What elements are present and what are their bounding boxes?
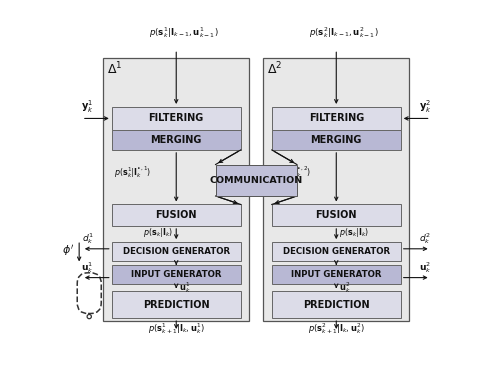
FancyBboxPatch shape [112,130,241,150]
FancyBboxPatch shape [272,130,401,150]
Text: $\mathbf{u}^2_k$: $\mathbf{u}^2_k$ [339,280,350,295]
FancyBboxPatch shape [112,242,241,261]
FancyBboxPatch shape [272,265,401,284]
FancyBboxPatch shape [112,107,241,130]
Text: PREDICTION: PREDICTION [303,300,370,310]
Text: $\Delta^2$: $\Delta^2$ [267,61,282,77]
Text: DECISION GENERATOR: DECISION GENERATOR [282,247,390,256]
Text: MERGING: MERGING [310,135,362,145]
FancyBboxPatch shape [103,58,250,321]
Text: $p(\mathbf{s}^1_k|\mathbf{I}^{\bullet,1}_k)$: $p(\mathbf{s}^1_k|\mathbf{I}^{\bullet,1}… [114,165,151,180]
FancyBboxPatch shape [112,291,241,318]
FancyBboxPatch shape [272,107,401,130]
Text: $p(\mathbf{s}^1_k|\mathbf{I}_{k-1}, \mathbf{u}^1_{k-1})$: $p(\mathbf{s}^1_k|\mathbf{I}_{k-1}, \mat… [149,26,219,41]
Text: FUSION: FUSION [156,210,197,220]
Text: $p(\mathbf{s}^2_k|\mathbf{I}_{k-1}, \mathbf{u}^2_{k-1})$: $p(\mathbf{s}^2_k|\mathbf{I}_{k-1}, \mat… [309,26,379,41]
Text: $p(\mathbf{s}^2_{k+1}|\mathbf{I}_k, \mathbf{u}^2_k)$: $p(\mathbf{s}^2_{k+1}|\mathbf{I}_k, \mat… [308,321,364,336]
Text: MERGING: MERGING [150,135,202,145]
Text: $\mathbf{y}^1_k$: $\mathbf{y}^1_k$ [80,99,93,115]
Text: $\mathbf{u}^1_k$: $\mathbf{u}^1_k$ [179,280,190,295]
Text: FUSION: FUSION [316,210,357,220]
Text: $\Delta^1$: $\Delta^1$ [107,61,122,77]
Text: $d^2_k$: $d^2_k$ [419,231,430,246]
FancyBboxPatch shape [272,242,401,261]
Text: INPUT GENERATOR: INPUT GENERATOR [291,270,382,279]
Text: $\phi'$: $\phi'$ [62,243,74,258]
FancyBboxPatch shape [216,164,297,196]
Text: $\mathbf{u}^2_k$: $\mathbf{u}^2_k$ [418,260,431,275]
Text: $p(\mathbf{s}^1_{k+1}|\mathbf{I}_k, \mathbf{u}^1_k)$: $p(\mathbf{s}^1_{k+1}|\mathbf{I}_k, \mat… [148,321,204,336]
Text: INPUT GENERATOR: INPUT GENERATOR [131,270,222,279]
FancyBboxPatch shape [112,204,241,226]
Text: $p(\mathbf{s}^2_k|\mathbf{I}^{\bullet,2}_k)$: $p(\mathbf{s}^2_k|\mathbf{I}^{\bullet,2}… [274,165,311,180]
FancyBboxPatch shape [112,265,241,284]
FancyBboxPatch shape [272,204,401,226]
Text: COMMUNICATION: COMMUNICATION [210,176,303,185]
FancyBboxPatch shape [272,291,401,318]
Text: FILTERING: FILTERING [308,113,364,124]
Text: PREDICTION: PREDICTION [143,300,210,310]
Text: $\mathbf{u}^1_k$: $\mathbf{u}^1_k$ [82,260,94,275]
Text: $p(\mathbf{s}_k|\mathbf{I}_k)$: $p(\mathbf{s}_k|\mathbf{I}_k)$ [340,226,370,239]
FancyBboxPatch shape [263,58,410,321]
Text: FILTERING: FILTERING [148,113,204,124]
Text: $\mathbf{y}^2_k$: $\mathbf{y}^2_k$ [420,99,432,115]
Text: $d^1_k$: $d^1_k$ [82,231,94,246]
Text: $p(\mathbf{s}_k|\mathbf{I}_k)$: $p(\mathbf{s}_k|\mathbf{I}_k)$ [143,226,173,239]
Text: DECISION GENERATOR: DECISION GENERATOR [122,247,230,256]
